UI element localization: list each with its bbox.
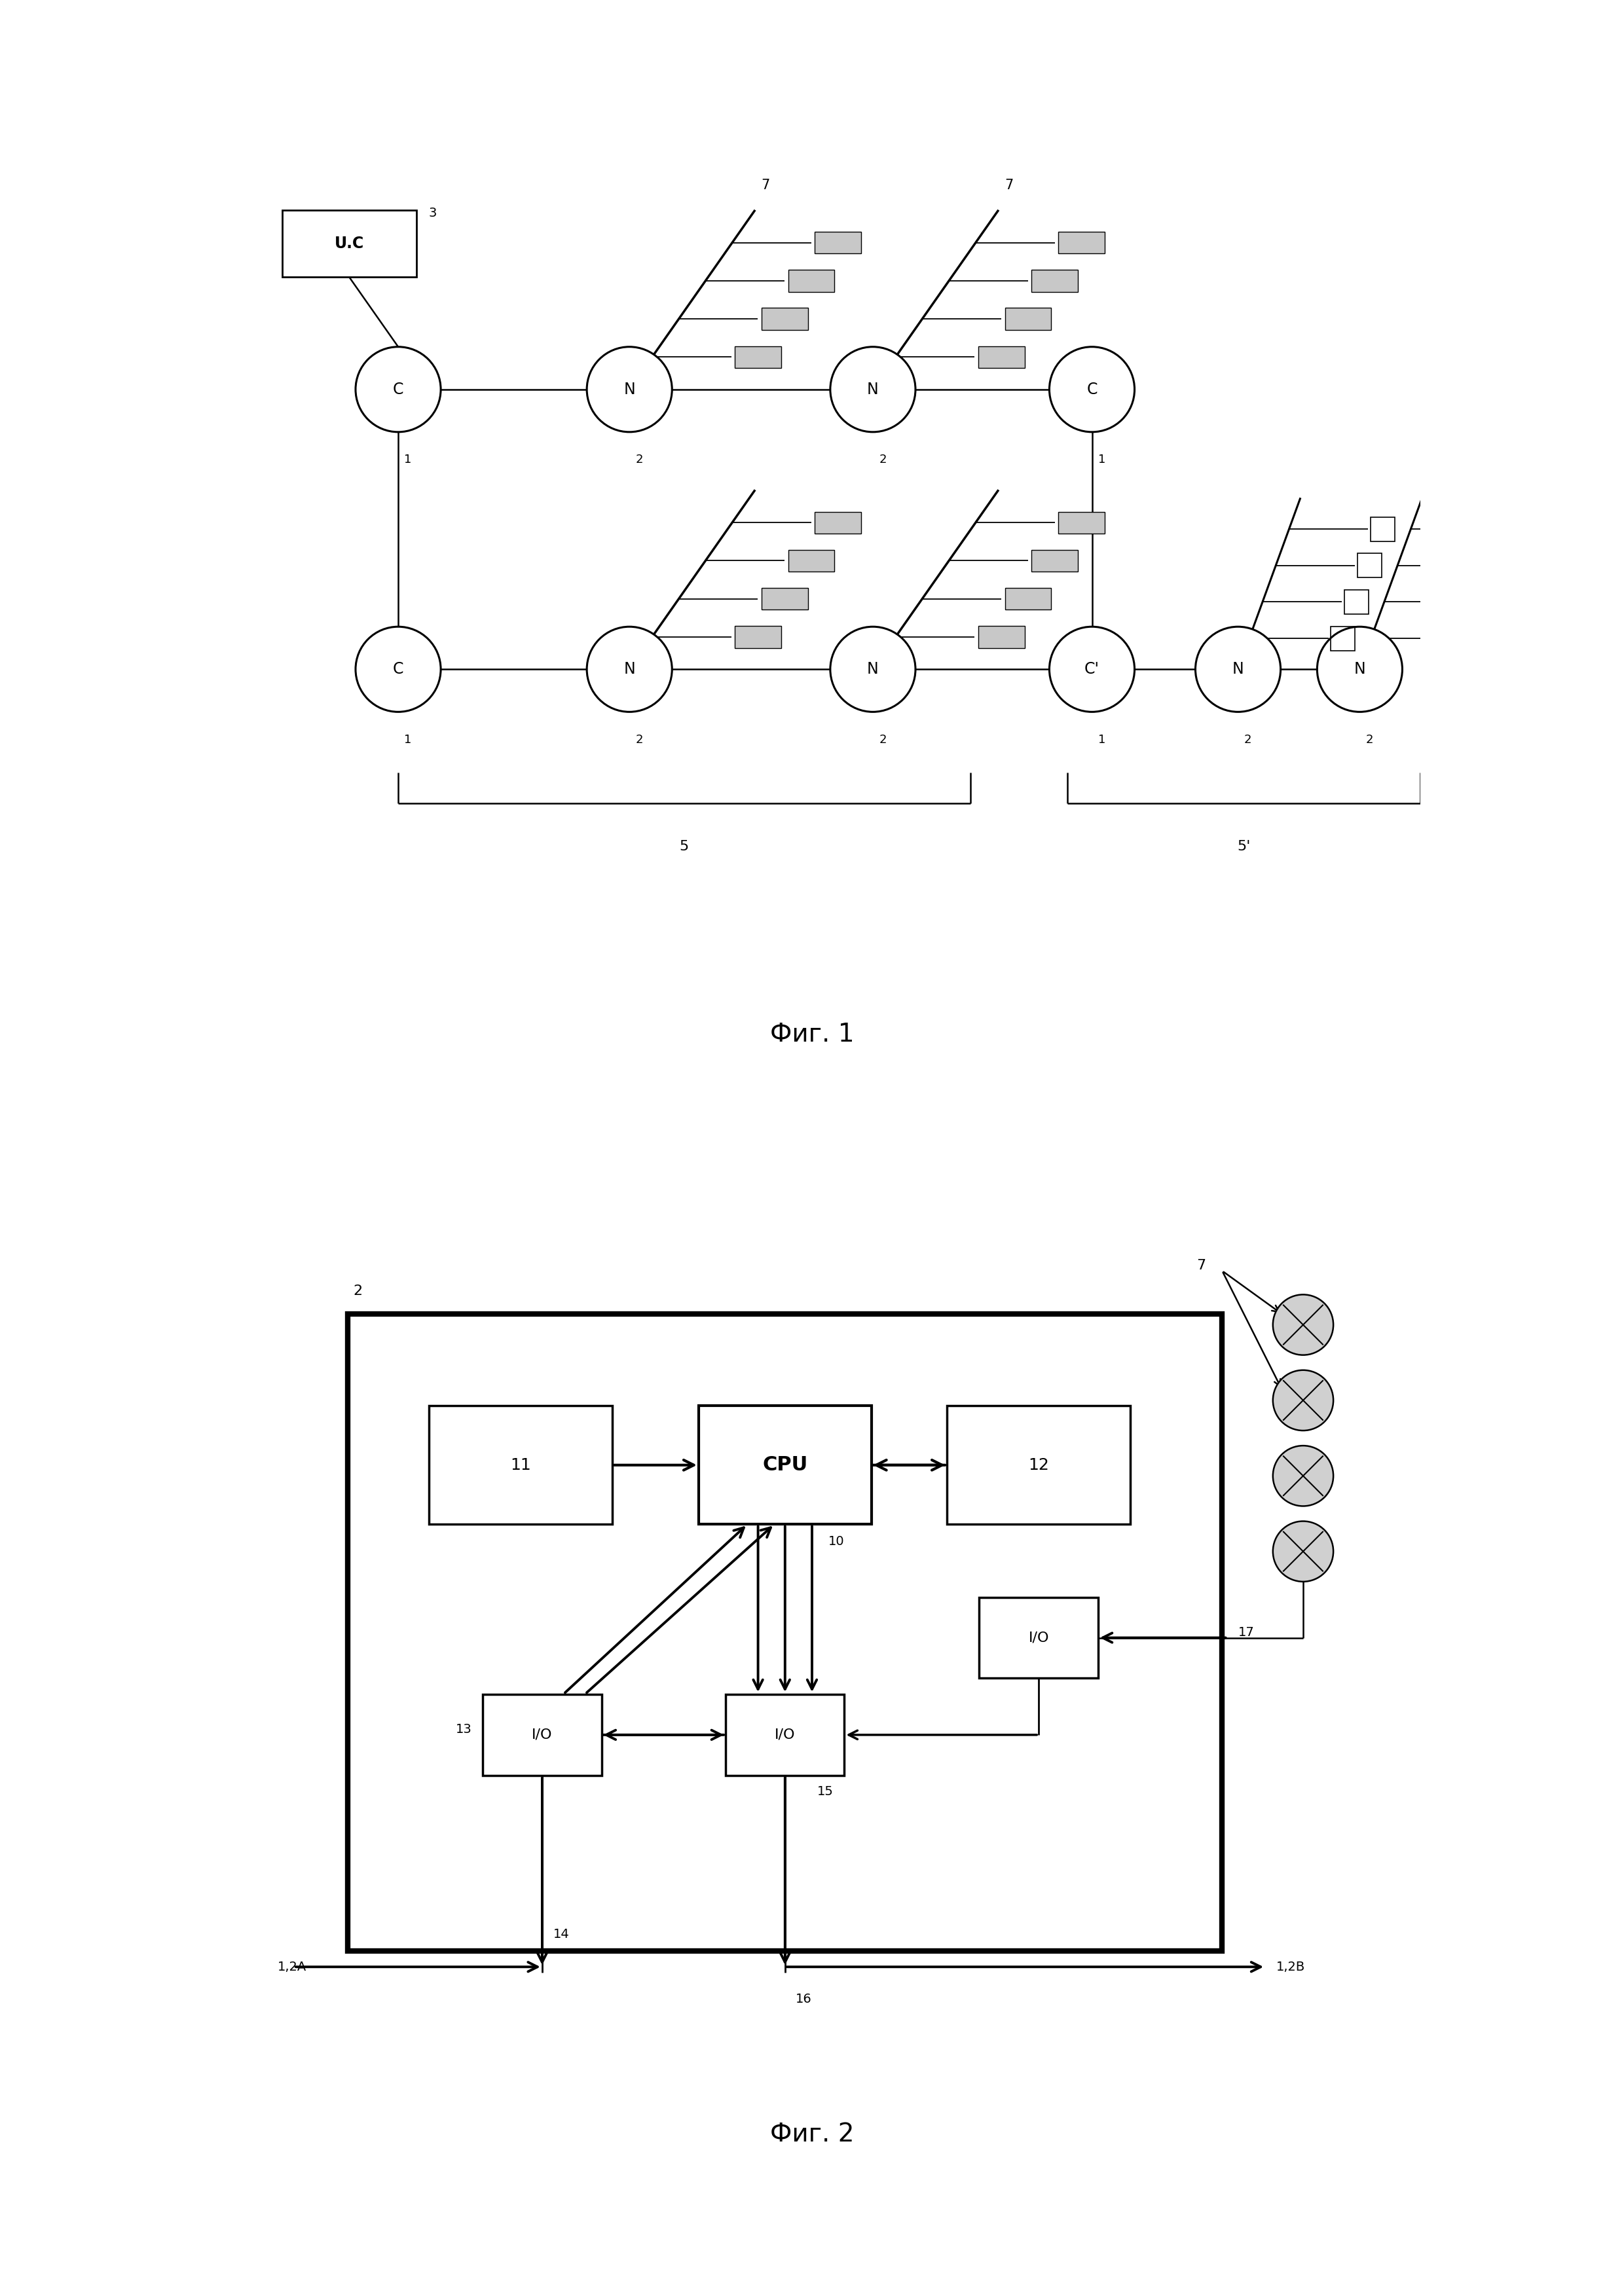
- Text: 7: 7: [1005, 179, 1013, 193]
- Bar: [788, 271, 835, 292]
- Text: I/O: I/O: [775, 1729, 796, 1740]
- Text: N: N: [624, 661, 635, 677]
- Bar: [978, 627, 1025, 647]
- Text: 10: 10: [828, 1536, 844, 1548]
- Text: 2: 2: [1244, 735, 1252, 746]
- Circle shape: [1049, 627, 1135, 712]
- Text: Фиг. 2: Фиг. 2: [770, 2122, 854, 2147]
- Bar: [429, 1405, 612, 1525]
- Bar: [1492, 517, 1517, 542]
- Text: 11: 11: [510, 1458, 531, 1474]
- Circle shape: [1273, 1295, 1333, 1355]
- Text: N: N: [1233, 661, 1244, 677]
- Text: 5: 5: [679, 840, 689, 852]
- Bar: [1059, 232, 1104, 253]
- Bar: [734, 347, 781, 367]
- Bar: [1479, 553, 1504, 579]
- Text: N: N: [624, 381, 635, 397]
- Circle shape: [356, 627, 440, 712]
- Bar: [1371, 517, 1395, 542]
- Circle shape: [830, 347, 916, 432]
- Text: 1: 1: [404, 455, 412, 466]
- Text: C: C: [1086, 381, 1098, 397]
- Bar: [1330, 627, 1354, 650]
- Text: 12: 12: [1028, 1458, 1049, 1474]
- Bar: [348, 1313, 1223, 1952]
- Circle shape: [1273, 1446, 1333, 1506]
- Bar: [947, 1405, 1130, 1525]
- Bar: [762, 308, 807, 331]
- Bar: [1358, 553, 1382, 579]
- Bar: [1031, 271, 1078, 292]
- Text: CPU: CPU: [762, 1456, 807, 1474]
- Circle shape: [1195, 627, 1281, 712]
- Bar: [1005, 588, 1051, 611]
- Text: 3: 3: [429, 207, 437, 218]
- Bar: [815, 232, 861, 253]
- Bar: [762, 588, 807, 611]
- Text: C: C: [393, 381, 404, 397]
- Text: 2: 2: [879, 735, 887, 746]
- Bar: [283, 209, 416, 278]
- Text: N: N: [867, 661, 879, 677]
- Bar: [734, 627, 781, 647]
- Text: 7: 7: [1197, 1258, 1207, 1272]
- Bar: [1345, 590, 1369, 613]
- Circle shape: [1273, 1371, 1333, 1430]
- Text: 1: 1: [1098, 455, 1106, 466]
- Text: 15: 15: [817, 1786, 833, 1798]
- Bar: [1466, 590, 1491, 613]
- Text: 7: 7: [762, 179, 770, 193]
- Text: 1,2B: 1,2B: [1276, 1961, 1306, 1972]
- Text: C': C': [1085, 661, 1099, 677]
- Circle shape: [586, 347, 672, 432]
- Bar: [978, 347, 1025, 367]
- Text: I/O: I/O: [531, 1729, 552, 1740]
- Text: 5': 5': [1237, 840, 1250, 852]
- Text: 2: 2: [635, 735, 643, 746]
- Text: 13: 13: [456, 1724, 473, 1736]
- Text: Фиг. 1: Фиг. 1: [770, 1022, 854, 1047]
- Bar: [979, 1598, 1098, 1678]
- Text: N: N: [867, 381, 879, 397]
- Circle shape: [830, 627, 916, 712]
- Text: 2: 2: [1366, 735, 1374, 746]
- Bar: [726, 1694, 844, 1775]
- Bar: [788, 549, 835, 572]
- Text: N: N: [1354, 661, 1366, 677]
- Circle shape: [1273, 1522, 1333, 1582]
- Circle shape: [1317, 627, 1402, 712]
- Text: 1,2A: 1,2A: [278, 1961, 307, 1972]
- Bar: [1059, 512, 1104, 533]
- Text: 1: 1: [404, 735, 412, 746]
- Text: I/O: I/O: [1028, 1630, 1049, 1644]
- Bar: [1031, 549, 1078, 572]
- Bar: [482, 1694, 601, 1775]
- Text: 16: 16: [796, 1993, 812, 2004]
- Bar: [1005, 308, 1051, 331]
- Circle shape: [356, 347, 440, 432]
- Text: 17: 17: [1239, 1626, 1255, 1639]
- Text: 2: 2: [635, 455, 643, 466]
- Bar: [698, 1405, 872, 1525]
- Text: U.C: U.C: [335, 236, 364, 250]
- Circle shape: [1049, 347, 1135, 432]
- Bar: [815, 512, 861, 533]
- Text: 2: 2: [354, 1286, 362, 1297]
- Circle shape: [586, 627, 672, 712]
- Text: 1: 1: [1098, 735, 1106, 746]
- Text: C: C: [393, 661, 404, 677]
- Bar: [1452, 627, 1476, 650]
- Text: 14: 14: [552, 1929, 568, 1940]
- Text: 2: 2: [879, 455, 887, 466]
